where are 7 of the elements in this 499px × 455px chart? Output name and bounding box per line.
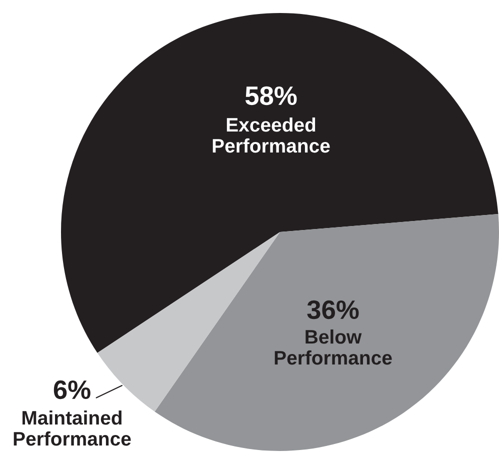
pie-slice (154, 214, 499, 451)
data-label: 6% (54, 380, 90, 400)
data-label: 58% (245, 86, 297, 106)
slice-label: Below Performance (274, 329, 392, 365)
slice-label: Exceeded Performance (212, 117, 330, 153)
slice-label: Maintained Performance (14, 410, 131, 446)
data-label: 36% (307, 300, 359, 320)
